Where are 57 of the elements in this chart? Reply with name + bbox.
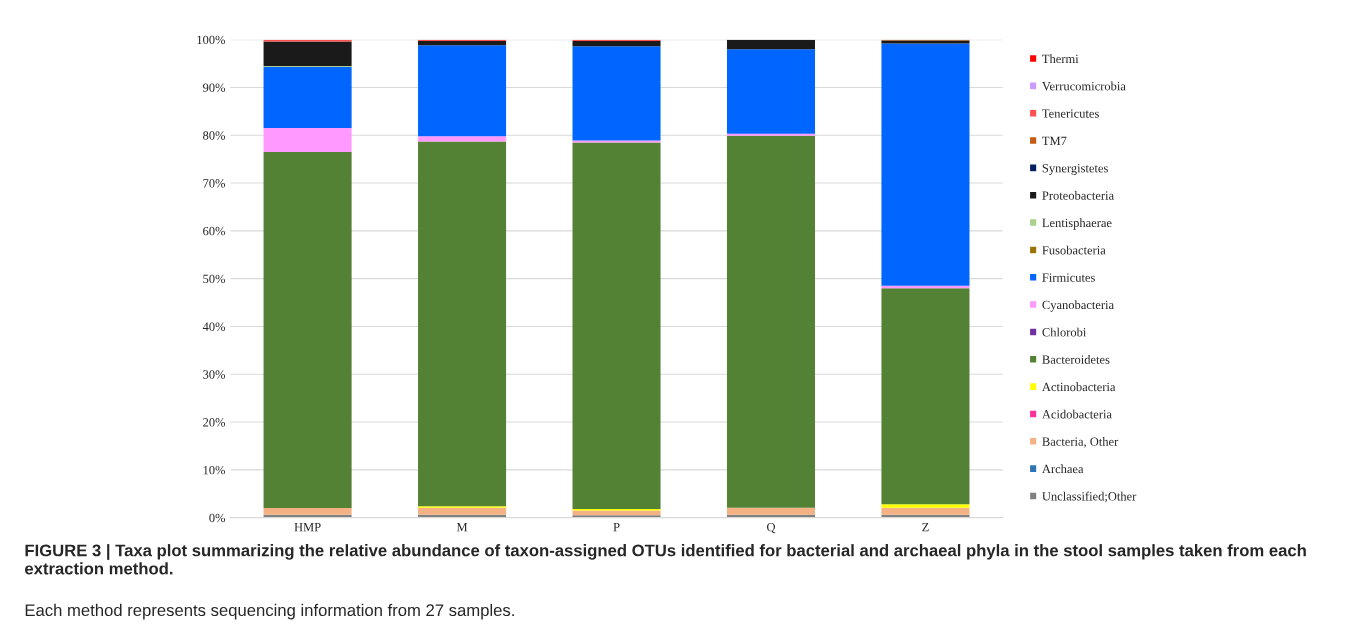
x-tick-label: HMP bbox=[294, 523, 321, 532]
legend-label: Cyanobacteria bbox=[1042, 300, 1114, 312]
legend-label: Lentisphaerae bbox=[1042, 218, 1112, 230]
bar bbox=[881, 504, 970, 508]
text: FIGURE 3 | Taxa plot summarizing the relative abundance of taxon-assigned OTUs identified for bacterial and archaeal phyla in the stool samples taken from each extraction method. bbox=[25, 544, 1306, 575]
bar bbox=[726, 39, 816, 50]
legend-label: Acidobacteria bbox=[1042, 409, 1112, 419]
bar bbox=[881, 507, 970, 515]
legend-label: Thermi bbox=[1042, 54, 1079, 64]
bar bbox=[881, 43, 970, 286]
bar bbox=[726, 49, 816, 134]
legend-label: Proteobacteria bbox=[1042, 190, 1114, 200]
bar bbox=[263, 151, 352, 509]
y-tick-label: 60% bbox=[203, 226, 226, 236]
legend-label: Synergistetes bbox=[1042, 164, 1108, 175]
y-tick-label: 50% bbox=[203, 274, 226, 284]
y-tick-label: 20% bbox=[203, 418, 226, 427]
bar bbox=[418, 136, 507, 142]
legend-label: Firmicutes bbox=[1042, 273, 1095, 282]
y-tick-label: 70% bbox=[203, 179, 226, 188]
bar bbox=[572, 46, 661, 141]
legend-label: Verrucomicrobia bbox=[1042, 81, 1126, 91]
bar bbox=[263, 508, 352, 515]
bar bbox=[572, 142, 661, 510]
legend-label: Unclassified;Other bbox=[1042, 491, 1137, 503]
y-tick-label: 80% bbox=[203, 131, 226, 140]
text: Each method represents sequencing information from 27 samples. bbox=[25, 603, 514, 620]
y-tick-label: 30% bbox=[203, 370, 226, 379]
bar bbox=[726, 135, 816, 508]
legend-label: Bacteria, Other bbox=[1042, 437, 1119, 448]
bar bbox=[263, 128, 352, 152]
legend-label: TM7 bbox=[1042, 136, 1067, 145]
bar bbox=[881, 288, 970, 505]
x-tick-label: M bbox=[456, 523, 468, 532]
x-tick-label: P bbox=[613, 523, 620, 532]
y-tick-label: 0% bbox=[209, 513, 226, 523]
bar bbox=[572, 41, 661, 47]
legend-label: Bacteroidetes bbox=[1042, 355, 1110, 364]
y-tick-label: 90% bbox=[202, 83, 226, 92]
y-tick-label: 10% bbox=[203, 465, 226, 475]
bar bbox=[418, 45, 507, 137]
y-tick-label: 40% bbox=[202, 322, 226, 331]
bar bbox=[418, 507, 507, 515]
legend-label: Actinobacteria bbox=[1042, 382, 1116, 392]
bar bbox=[726, 507, 816, 515]
bar bbox=[418, 141, 507, 507]
legend-label: Tenericutes bbox=[1042, 109, 1099, 118]
bar bbox=[263, 66, 352, 129]
bar bbox=[263, 41, 352, 66]
bar bbox=[572, 510, 661, 516]
x-tick-label: Q bbox=[767, 522, 776, 534]
y-tick-label: 100% bbox=[197, 35, 226, 45]
x-tick-label: Z bbox=[922, 523, 929, 532]
legend-label: Chlorobi bbox=[1042, 327, 1087, 337]
legend-label: Fusobacteria bbox=[1042, 245, 1106, 255]
bar bbox=[418, 41, 507, 46]
legend-label: Archaea bbox=[1042, 464, 1084, 474]
